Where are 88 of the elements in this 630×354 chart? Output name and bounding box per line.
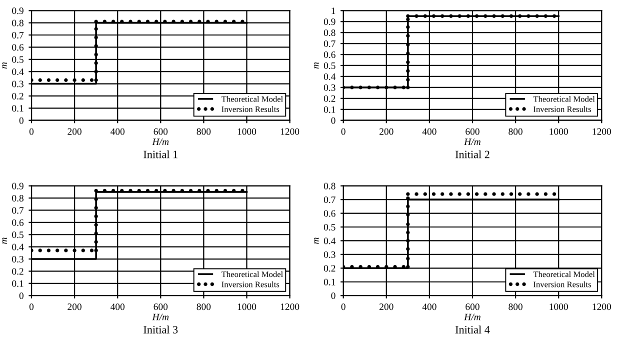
x-tick-label: 1200 [280,304,300,310]
x-axis-title: H/m [464,314,480,320]
y-tick-label: 0.5 [324,224,336,231]
y-tick-label: 0 [19,117,24,124]
x-axis-title: H/m [152,138,169,146]
y-tick-label: 0.3 [12,80,24,88]
x-tick-label: 400 [422,304,436,310]
legend-label: Theoretical Model [222,96,283,102]
y-tick-label: 0.9 [12,182,24,190]
text: Initial 3 [144,326,178,334]
legend-label: Theoretical Model [533,271,595,278]
x-tick-label: 1200 [280,128,300,135]
y-tick-label: 0.8 [12,20,24,26]
y-tick-label: 0.9 [12,8,24,14]
y-tick-label: 0.6 [12,219,24,226]
x-tick-label: 1000 [550,304,568,310]
x-tick-label: 800 [196,304,211,310]
y-tick-label: 0.7 [12,32,24,39]
x-tick-label: 200 [380,128,394,135]
y-tick-label: 0 [331,117,336,124]
x-tick-label: 200 [68,304,82,310]
text: Initial 2 [455,150,490,158]
x-tick-label: 400 [110,304,125,310]
x-tick-label: 1000 [238,304,256,310]
x-tick-label: 0 [29,128,34,135]
x-axis-title: H/m [152,314,169,320]
y-tick-label: 0.1 [12,105,24,112]
y-tick-label: 0.1 [324,106,336,113]
y-tick-label: 0.3 [12,256,24,263]
y-axis-title: m [2,238,7,244]
x-tick-label: 600 [466,304,480,310]
y-tick-label: 0.5 [12,232,24,238]
y-tick-label: 0 [331,292,336,300]
x-tick-label: 400 [422,128,436,135]
x-tick-label: 400 [110,128,125,135]
y-tick-label: 0.6 [324,51,336,58]
x-tick-label: 200 [380,304,394,310]
legend-label: Inversion Results [222,281,280,288]
x-axis-title: H/m [464,138,480,146]
y-tick-label: 0.2 [12,92,24,100]
x-tick-label: 1200 [592,304,611,310]
text: Initial 4 [455,326,490,334]
y-tick-label: 0.7 [324,196,336,204]
y-tick-label: 0.5 [12,56,24,63]
y-tick-label: 0.4 [12,68,24,76]
y-tick-label: 0.7 [12,207,24,214]
y-tick-label: 0.4 [12,244,24,250]
y-tick-label: 0.8 [12,194,24,202]
y-tick-label: 0.4 [324,238,336,244]
x-tick-label: 800 [196,128,211,135]
y-tick-label: 0.8 [324,29,336,36]
y-axis-title: m [2,62,7,69]
y-tick-label: 0 [19,292,24,300]
x-tick-label: 1000 [238,128,256,135]
legend-label: Theoretical Model [533,96,595,102]
legend-label: Inversion Results [534,106,591,112]
y-axis-title: m [314,62,319,69]
text: Initial 1 [144,150,178,158]
legend-label: Theoretical Model [222,271,283,278]
x-tick-label: 600 [154,128,168,135]
y-tick-label: 0.1 [12,280,24,287]
y-tick-label: 0.1 [324,278,336,286]
y-tick-label: 0.3 [324,84,336,91]
x-tick-label: 800 [508,304,522,310]
y-tick-label: 0.2 [324,265,336,272]
y-tick-label: 0.4 [324,73,336,80]
y-tick-label: 0.9 [324,18,336,26]
legend-label: Inversion Results [222,106,280,112]
x-tick-label: 0 [341,304,346,310]
y-tick-label: 0.2 [12,268,24,275]
legend-label: Inversion Results [534,281,591,288]
y-tick-label: 0.3 [324,251,336,258]
y-tick-label: 0.7 [324,40,336,48]
x-tick-label: 0 [341,128,346,135]
y-tick-label: 0.2 [324,95,336,102]
x-tick-label: 800 [508,128,522,135]
y-tick-label: 1 [332,8,336,14]
y-tick-label: 0.6 [12,44,24,51]
x-tick-label: 0 [29,304,34,310]
y-tick-label: 0.8 [324,182,336,190]
y-axis-title: m [314,238,319,244]
x-tick-label: 200 [68,128,82,135]
x-tick-label: 600 [154,304,168,310]
y-tick-label: 0.6 [324,210,336,217]
y-tick-label: 0.5 [324,62,336,69]
x-tick-label: 1000 [550,128,568,135]
x-tick-label: 1200 [592,128,611,135]
x-tick-label: 600 [466,128,480,135]
